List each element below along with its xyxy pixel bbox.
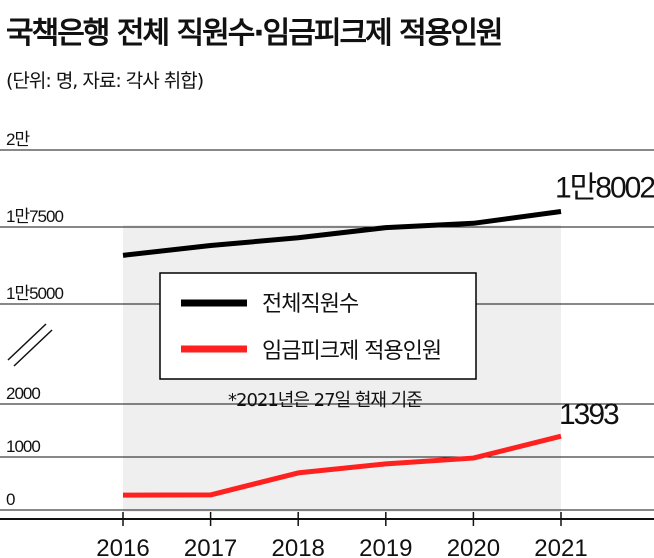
y-tick-label: 1만5000 [6, 284, 63, 303]
y-tick-label: 1000 [6, 437, 40, 456]
end-label-peak: 1393 [559, 398, 619, 431]
y-tick-label: 1만7500 [6, 207, 63, 226]
legend: 전체직원수 임금피크제 적용인원 [159, 272, 477, 380]
x-tick-label: 2021 [534, 535, 587, 558]
x-tick-label: 2016 [96, 535, 149, 558]
y-tick-label: 0 [6, 490, 15, 509]
series-lines [122, 209, 562, 498]
x-tick-label: 2020 [447, 535, 500, 558]
series-line-total [122, 209, 562, 258]
chart-subtitle: (단위: 명, 자료: 각사 취합) [6, 70, 204, 92]
x-tick-label: 2018 [272, 535, 325, 558]
end-labels: 1만8002 1393 [555, 172, 654, 432]
y-tick-label: 2000 [6, 384, 40, 403]
legend-box [159, 272, 477, 380]
series-line-peak [122, 433, 562, 498]
legend-label-peak: 임금피크제 적용인원 [262, 339, 441, 364]
y-tick-label: 2만 [6, 130, 30, 149]
axis-break-mark [7, 323, 53, 367]
end-label-total: 1만8002 [555, 172, 654, 205]
x-axis: 2016 2017 2018 2019 2020 2021 [0, 512, 654, 558]
legend-label-total: 전체직원수 [262, 292, 359, 317]
y-axis-ticks: 2만 1만7500 1만5000 2000 1000 0 [6, 130, 64, 509]
x-tick-label: 2019 [359, 535, 412, 558]
x-tick-label: 2017 [184, 535, 237, 558]
chart-title: 국책은행 전체 직원수·임금피크제 적용인원 [6, 16, 504, 51]
chart-note: *2021년은 27일 현재 기준 [228, 390, 422, 411]
